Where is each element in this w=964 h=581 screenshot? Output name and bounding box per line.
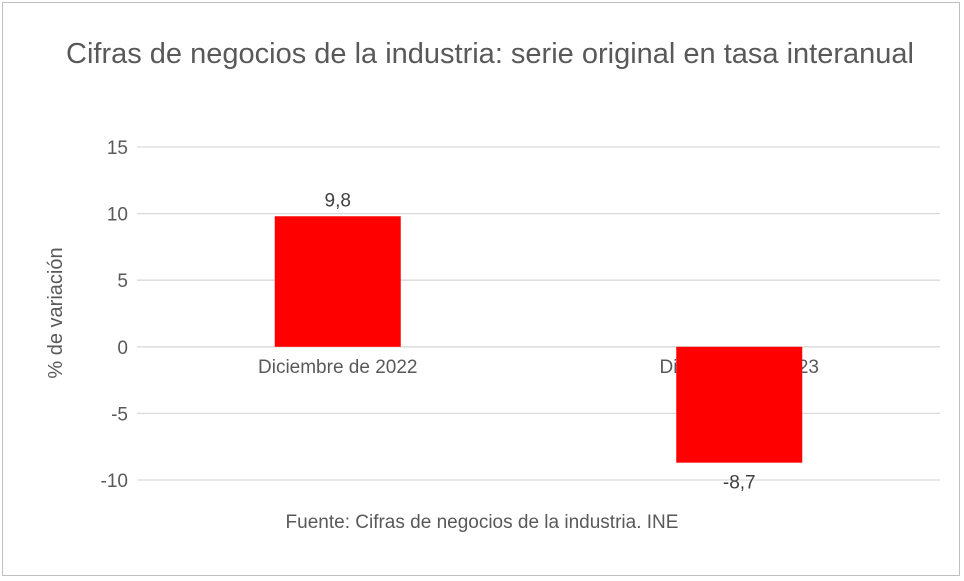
chart-source: Fuente: Cifras de negocios de la industr… (285, 512, 679, 533)
y-tick-label: -5 (111, 404, 128, 425)
bar (676, 346, 803, 463)
bar (274, 216, 401, 347)
y-axis-label: % de variación (45, 247, 67, 378)
x-tick-label: Diciembre de 2022 (258, 357, 417, 378)
chart-title: Cifras de negocios de la industria: seri… (66, 38, 914, 70)
data-label: -8,7 (723, 473, 756, 494)
y-tick-label: -10 (101, 471, 128, 492)
data-label: 9,8 (325, 190, 351, 211)
y-tick-label: 0 (117, 338, 128, 359)
y-tick-label: 15 (107, 138, 128, 159)
y-tick-label: 5 (117, 271, 128, 292)
y-tick-label: 10 (107, 205, 128, 226)
